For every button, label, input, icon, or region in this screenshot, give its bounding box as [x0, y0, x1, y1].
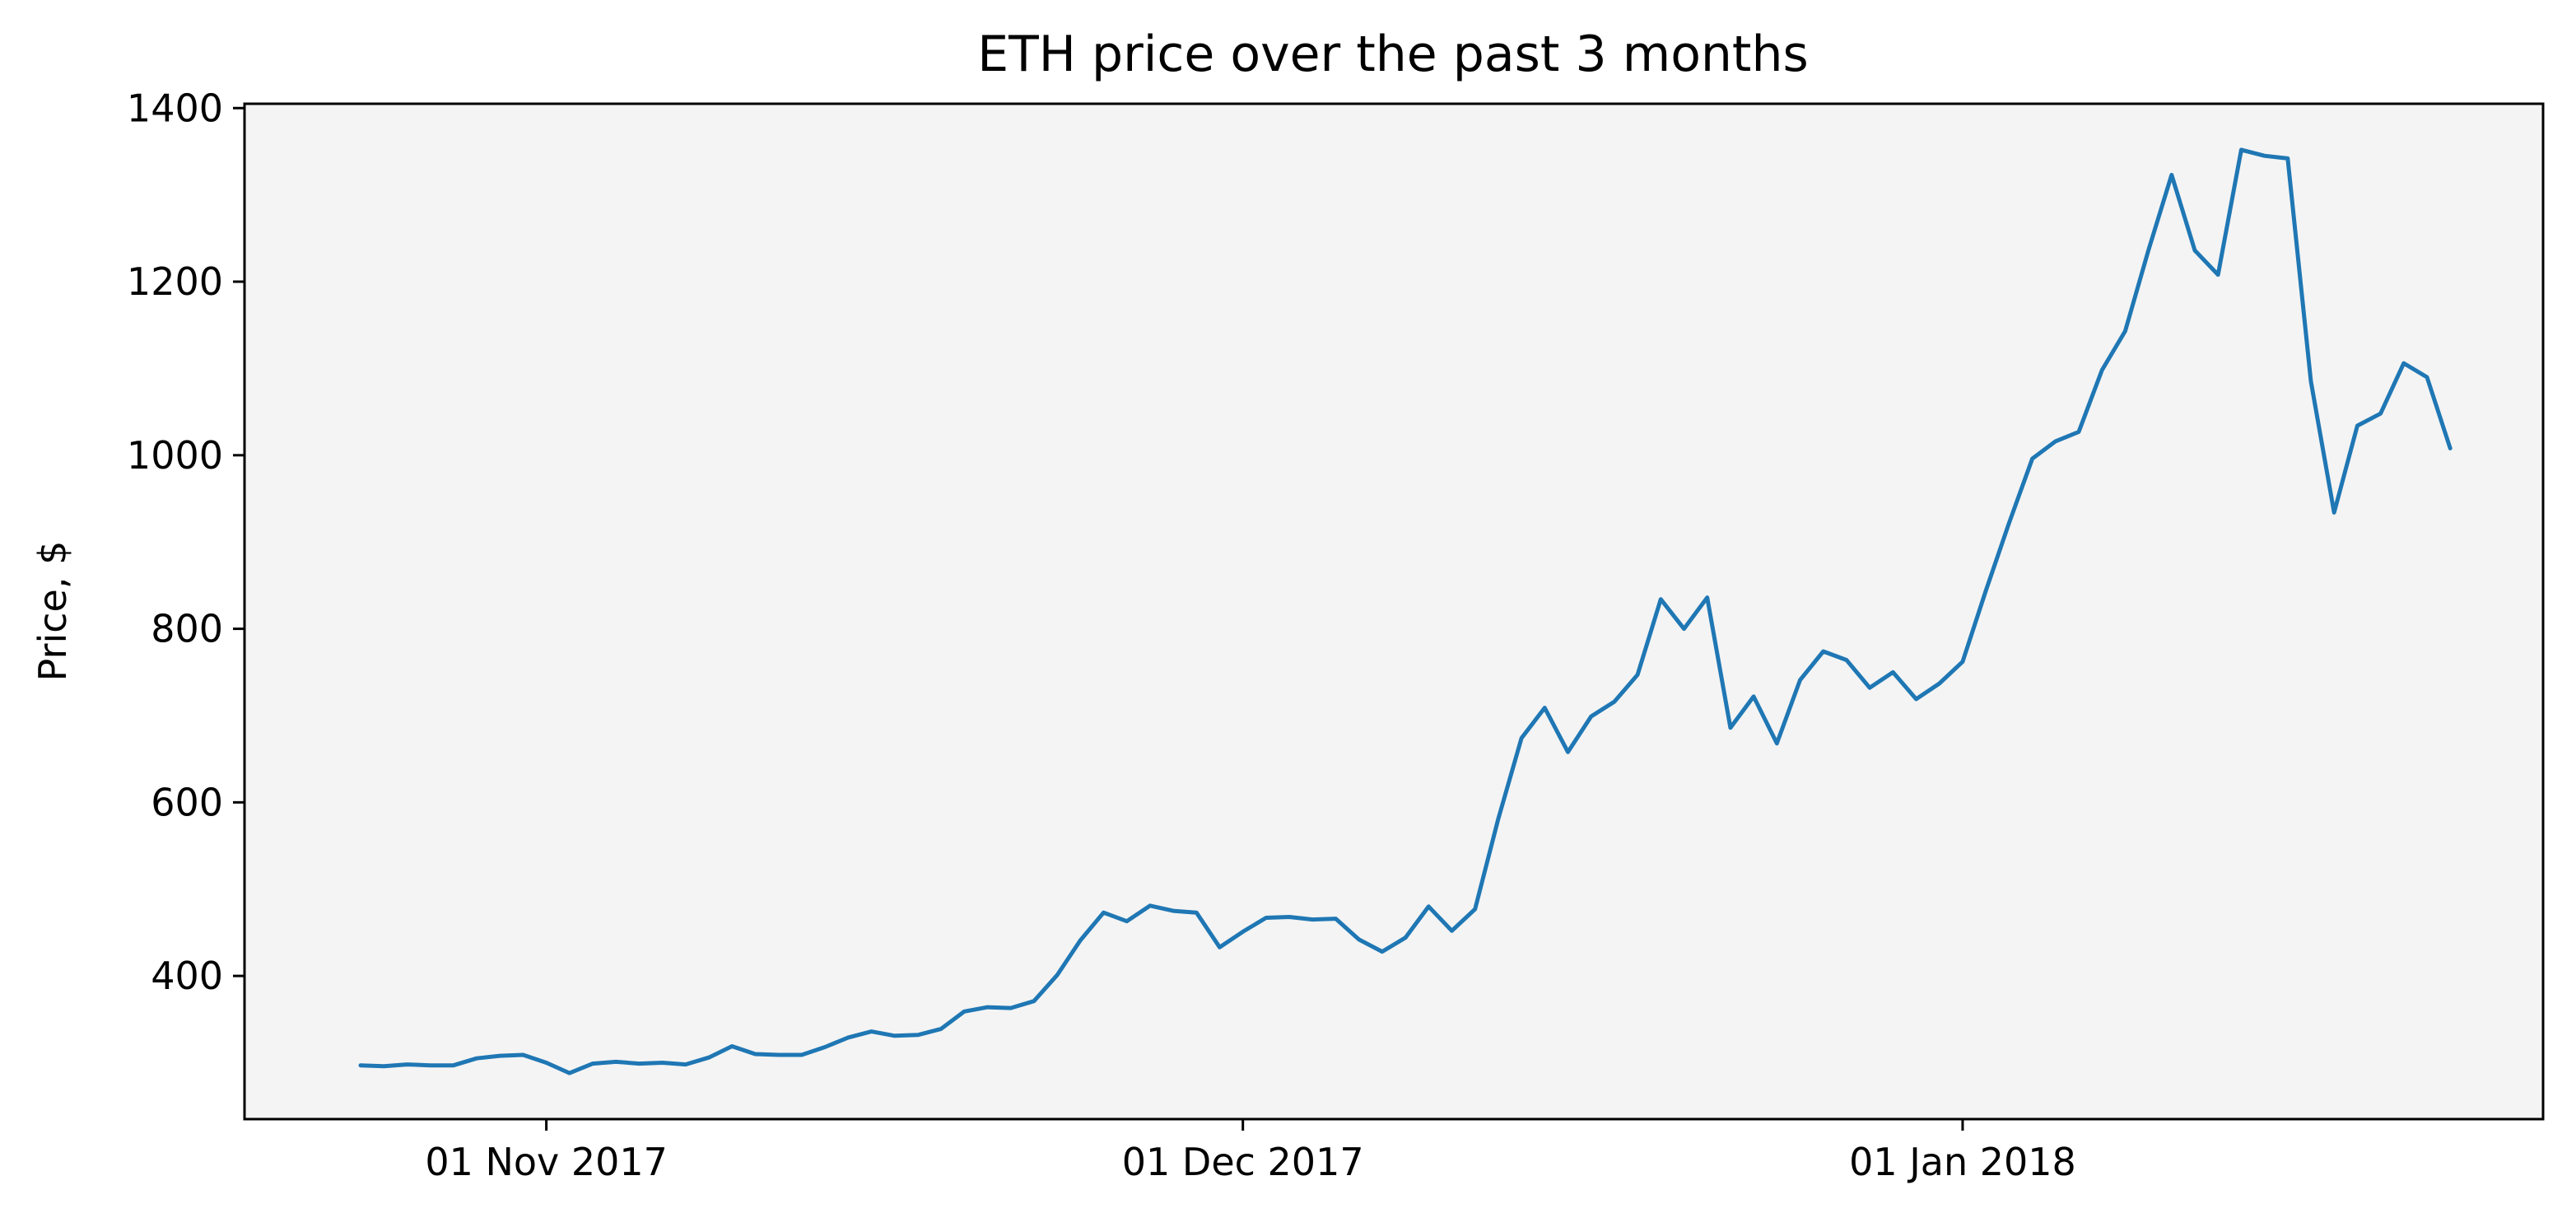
chart-title: ETH price over the past 3 months — [977, 26, 1809, 83]
plot-frame — [243, 102, 2545, 1121]
y-tick-label: 400 — [151, 954, 223, 998]
x-tick-label: 01 Jan 2018 — [1849, 1140, 2076, 1184]
y-tick-label: 1000 — [127, 433, 223, 478]
y-tick-label: 800 — [151, 607, 223, 651]
y-axis-label: Price, $ — [30, 541, 75, 682]
plot-area — [245, 104, 2543, 1119]
x-tick-label: 01 Dec 2017 — [1122, 1140, 1364, 1184]
x-tick-label: 01 Nov 2017 — [425, 1140, 668, 1184]
y-tick-label: 1200 — [127, 259, 223, 304]
y-tick-label: 1400 — [127, 86, 223, 130]
price-series-line — [358, 147, 2453, 1075]
y-axis: 400 600 800 1000 1200 1400 — [127, 86, 245, 998]
y-tick-label: 600 — [151, 780, 223, 824]
x-axis: 01 Nov 2017 01 Dec 2017 01 Jan 2018 — [425, 1119, 2076, 1184]
